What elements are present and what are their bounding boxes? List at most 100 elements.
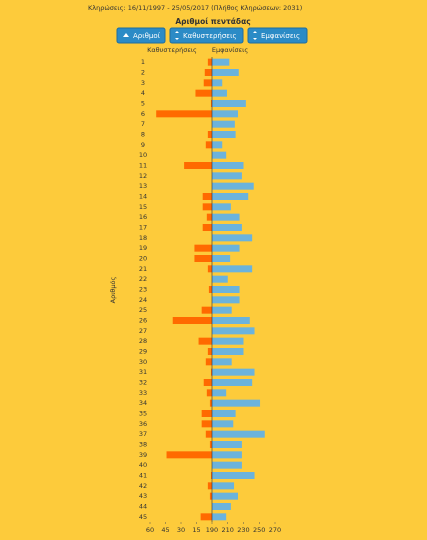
- bar: [205, 430, 212, 438]
- bar: [202, 203, 212, 211]
- bar: [212, 399, 261, 407]
- y-tick-label: 36: [139, 420, 147, 428]
- y-tick-label: 43: [139, 492, 147, 500]
- button-label[interactable]: Καθυστερήσεις: [183, 32, 237, 40]
- bar: [207, 58, 212, 66]
- y-tick-label: 33: [139, 389, 147, 397]
- y-tick-label: 38: [139, 441, 147, 449]
- bar: [212, 461, 242, 469]
- y-tick-label: 30: [139, 358, 147, 366]
- y-tick-label: 39: [139, 451, 147, 459]
- bar: [200, 513, 212, 521]
- bar: [212, 141, 223, 149]
- bar: [212, 513, 227, 521]
- y-tick-label: 28: [139, 337, 147, 345]
- y-tick-label: 8: [141, 131, 145, 139]
- y-tick-label: 21: [139, 265, 147, 273]
- y-tick-label: 19: [139, 244, 147, 252]
- bar: [212, 317, 250, 324]
- button-bg[interactable]: [169, 27, 244, 44]
- x-tick-label: 270: [269, 526, 281, 534]
- button[interactable]: Εμφανίσεις: [247, 27, 308, 44]
- bar: [212, 296, 240, 304]
- x-tick-label: 30: [177, 526, 185, 534]
- bar: [195, 89, 212, 97]
- bar: [209, 441, 212, 448]
- bar: [212, 492, 238, 500]
- bar: [212, 265, 253, 273]
- x-tick-label: 15: [192, 526, 200, 534]
- x-tick-label: 250: [253, 526, 265, 534]
- bar: [212, 131, 236, 138]
- bar: [202, 193, 212, 200]
- bar: [203, 379, 212, 386]
- button-bg[interactable]: [116, 27, 166, 44]
- bar: [212, 203, 231, 211]
- y-tick-label: 23: [139, 286, 147, 294]
- y-tick-label: 31: [139, 368, 147, 376]
- bar: [210, 472, 212, 479]
- y-tick-label: 44: [139, 503, 147, 511]
- y-tick-label: 9: [141, 141, 145, 149]
- y-tick-label: 4: [141, 89, 145, 97]
- bar: [207, 265, 212, 273]
- y-tick-label: 32: [139, 379, 147, 387]
- bar: [212, 151, 227, 159]
- button-bg[interactable]: [247, 27, 308, 44]
- bar: [194, 244, 212, 252]
- bar: [212, 100, 246, 107]
- y-tick-label: 11: [139, 162, 147, 170]
- bar: [201, 410, 212, 417]
- y-tick-label: 27: [139, 327, 147, 335]
- bar: [212, 472, 255, 479]
- x-tick-label: 210: [222, 526, 234, 534]
- button[interactable]: Καθυστερήσεις: [169, 27, 244, 44]
- bar: [184, 162, 212, 169]
- y-tick-label: 6: [141, 110, 145, 118]
- y-tick-label: 41: [139, 472, 147, 480]
- y-tick-label: 12: [139, 172, 147, 180]
- y-tick-label: 42: [139, 482, 147, 490]
- y-tick-label: 20: [139, 255, 147, 263]
- y-tick-label: 37: [139, 430, 147, 438]
- bar: [204, 69, 212, 76]
- bar: [212, 358, 232, 366]
- x-tick-label: 230: [237, 526, 249, 534]
- y-tick-label: 40: [139, 461, 147, 469]
- bar: [209, 492, 212, 500]
- y-tick-label: 2: [141, 69, 145, 77]
- bar: [212, 120, 235, 128]
- x-tick-label: 45: [161, 526, 169, 534]
- bar: [207, 482, 212, 490]
- bar: [208, 286, 212, 293]
- bar: [212, 89, 227, 97]
- y-tick-label: 18: [139, 234, 147, 242]
- bar: [210, 368, 212, 376]
- bar: [212, 410, 236, 417]
- x-tick-label: 190: [206, 526, 218, 534]
- bar: [212, 348, 244, 355]
- bar: [212, 110, 238, 118]
- bar: [212, 255, 231, 262]
- bar: [212, 430, 265, 438]
- bar: [172, 317, 212, 324]
- bar: [210, 100, 212, 107]
- button[interactable]: Αριθμοί: [116, 27, 166, 44]
- button-label[interactable]: Εμφανίσεις: [261, 32, 300, 40]
- y-tick-label: 7: [141, 120, 145, 128]
- bar: [212, 337, 244, 345]
- bar: [202, 224, 212, 231]
- bar: [212, 193, 249, 200]
- bar: [212, 224, 242, 231]
- bar: [166, 451, 212, 459]
- y-tick-label: 45: [139, 513, 147, 521]
- bar: [209, 399, 212, 407]
- y-tick-label: 25: [139, 306, 147, 314]
- bar: [205, 358, 212, 366]
- button-label[interactable]: Αριθμοί: [133, 32, 161, 40]
- bar: [212, 306, 232, 314]
- bar: [212, 389, 227, 397]
- bar: [212, 162, 244, 169]
- bar: [198, 337, 212, 345]
